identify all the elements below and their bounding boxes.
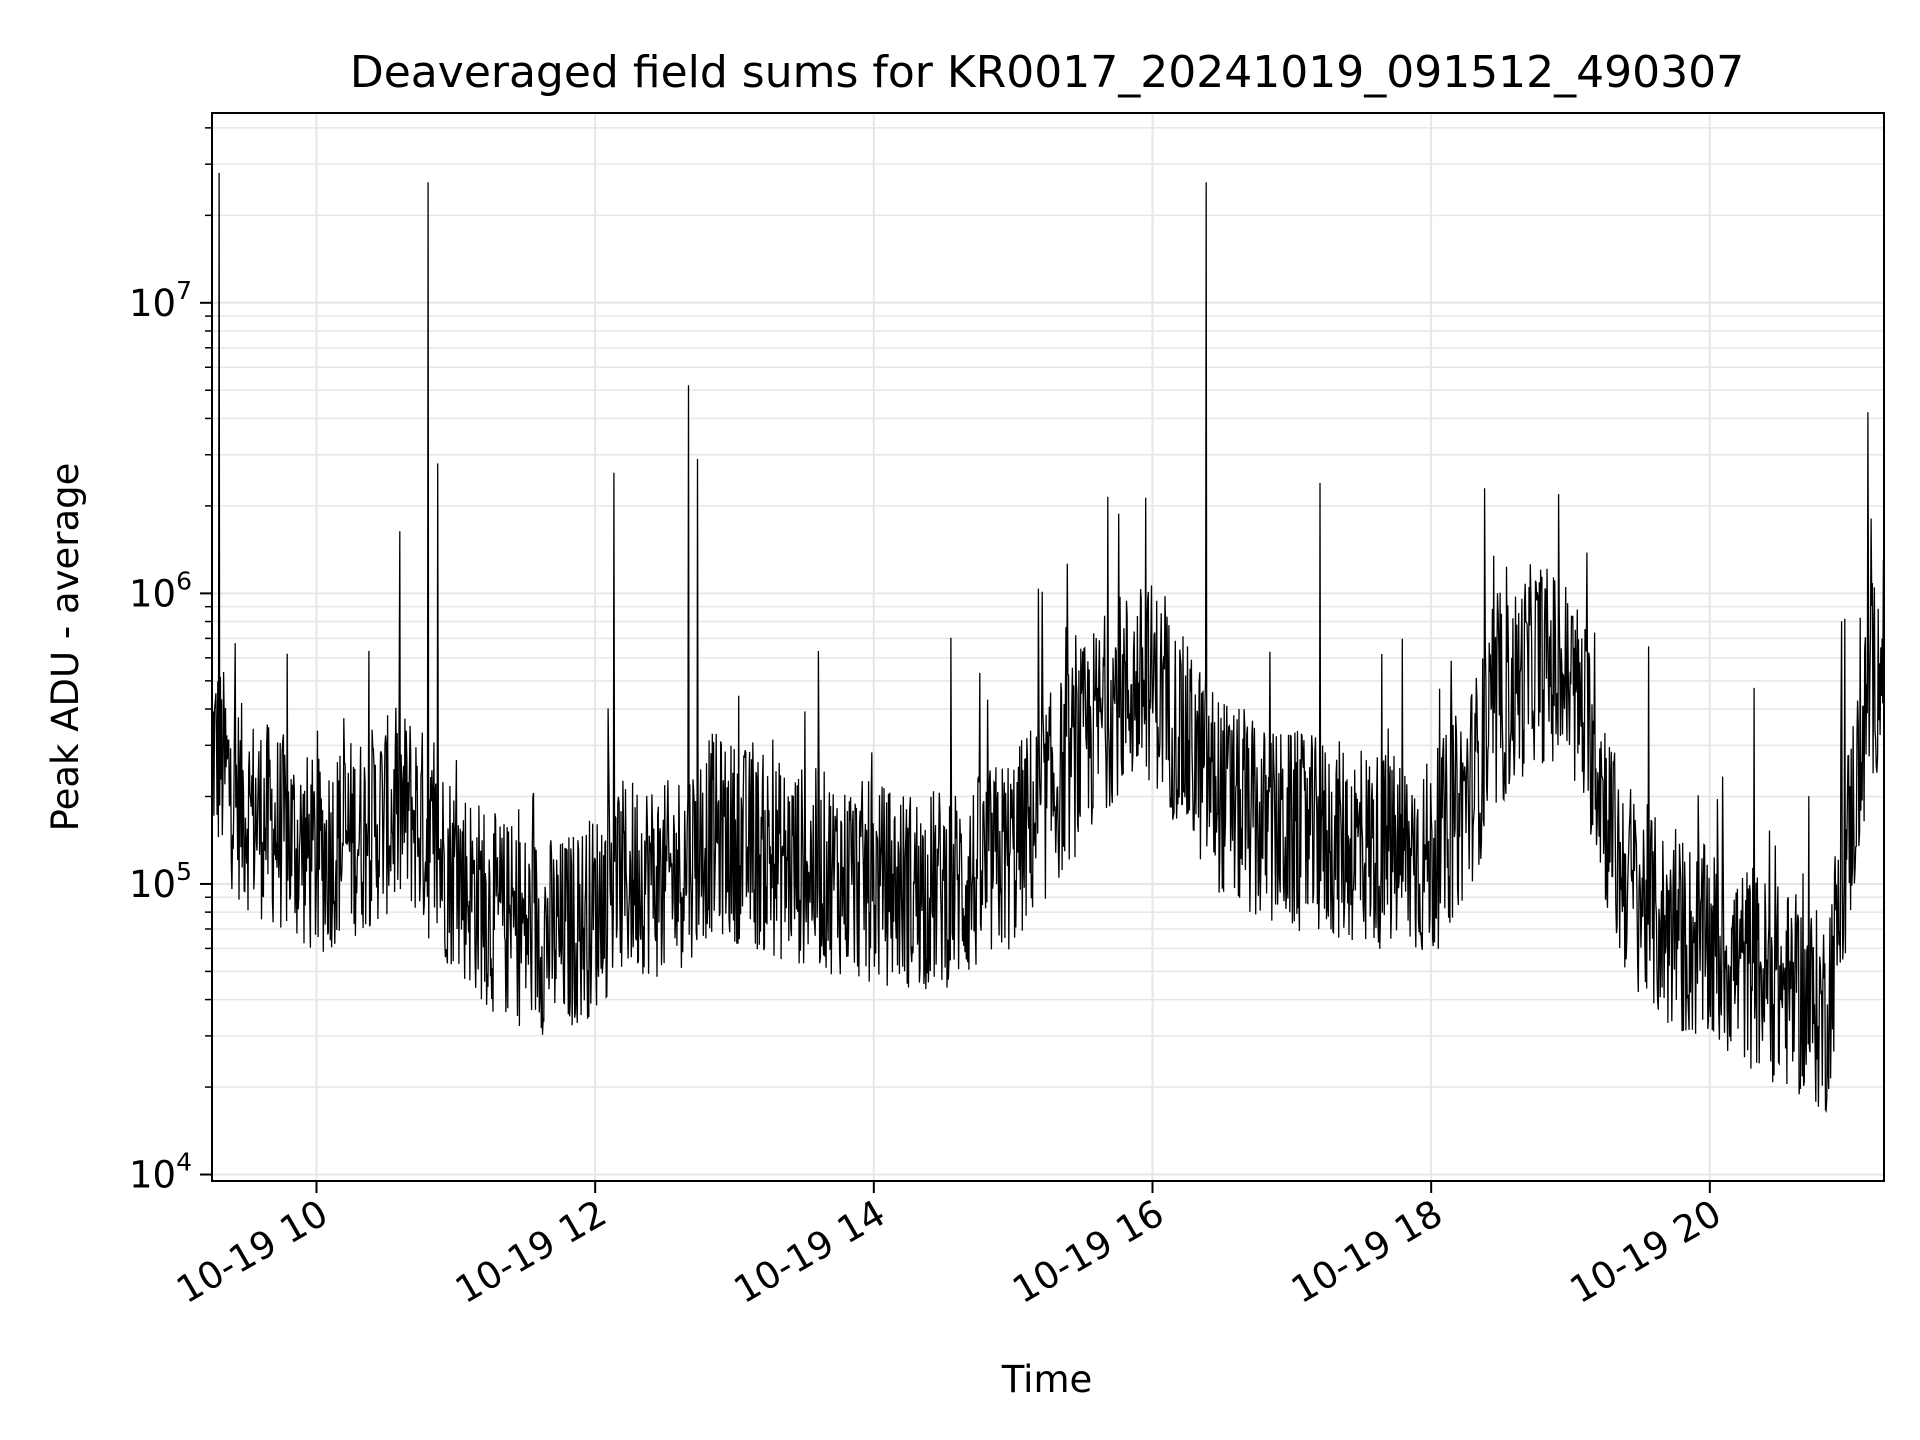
y-tick-label: 105 <box>129 857 192 906</box>
axes-frame <box>211 112 1885 1182</box>
series-line <box>212 172 1884 1114</box>
y-axis-label: Peak ADU - average <box>44 463 87 832</box>
y-tick-label: 107 <box>129 276 192 325</box>
chart-title: Deaveraged field sums for KR0017_2024101… <box>350 47 1744 98</box>
y-tick-label: 106 <box>129 566 192 615</box>
y-tick-label: 104 <box>129 1148 192 1197</box>
plot-area <box>212 172 1884 1114</box>
x-axis-label: Time <box>1001 1358 1093 1401</box>
y-axis: 104 105 106 107 <box>129 127 212 1197</box>
